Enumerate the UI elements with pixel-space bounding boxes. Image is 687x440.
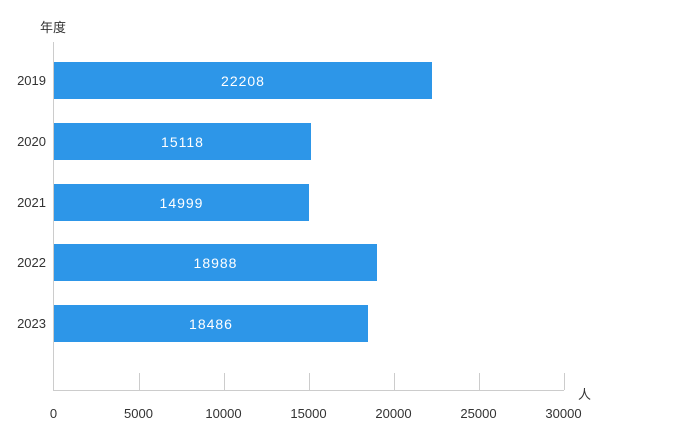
category-label: 2021 — [17, 195, 46, 210]
x-axis-tick — [224, 373, 225, 390]
y-axis-title: 年度 — [40, 20, 67, 35]
y-axis-line — [53, 42, 54, 391]
bar-value-label: 18988 — [193, 254, 238, 271]
category-label: 2020 — [17, 134, 46, 149]
x-axis-tick — [564, 373, 565, 390]
x-axis-tick — [309, 373, 310, 390]
x-axis-line — [53, 390, 564, 391]
bar: 18988 — [54, 244, 377, 281]
bar-value-label: 22208 — [221, 72, 265, 89]
category-label: 2019 — [17, 73, 46, 88]
x-axis-tick-label: 5000 — [124, 406, 153, 421]
bar: 15118 — [54, 123, 311, 160]
x-axis-tick — [139, 373, 140, 390]
bar: 18486 — [54, 305, 368, 342]
x-axis-tick-label: 25000 — [460, 406, 497, 421]
x-axis-tick-label: 15000 — [290, 406, 327, 421]
x-axis-unit-label: 人 — [578, 387, 592, 402]
category-label: 2023 — [17, 316, 46, 331]
x-axis-tick-label: 0 — [49, 406, 58, 421]
bar-value-label: 14999 — [159, 194, 204, 211]
x-axis-tick-label: 30000 — [545, 406, 582, 421]
x-axis-tick — [479, 373, 480, 390]
x-axis-tick-label: 20000 — [375, 406, 412, 421]
bar: 14999 — [54, 184, 309, 221]
x-axis-tick-label: 10000 — [205, 406, 242, 421]
category-label: 2022 — [17, 255, 46, 270]
bar-value-label: 15118 — [161, 133, 204, 150]
bar-value-label: 18486 — [189, 315, 233, 332]
bar: 22208 — [54, 62, 432, 99]
x-axis-tick — [394, 373, 395, 390]
